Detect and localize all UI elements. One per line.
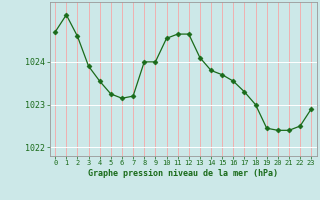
X-axis label: Graphe pression niveau de la mer (hPa): Graphe pression niveau de la mer (hPa) xyxy=(88,169,278,178)
